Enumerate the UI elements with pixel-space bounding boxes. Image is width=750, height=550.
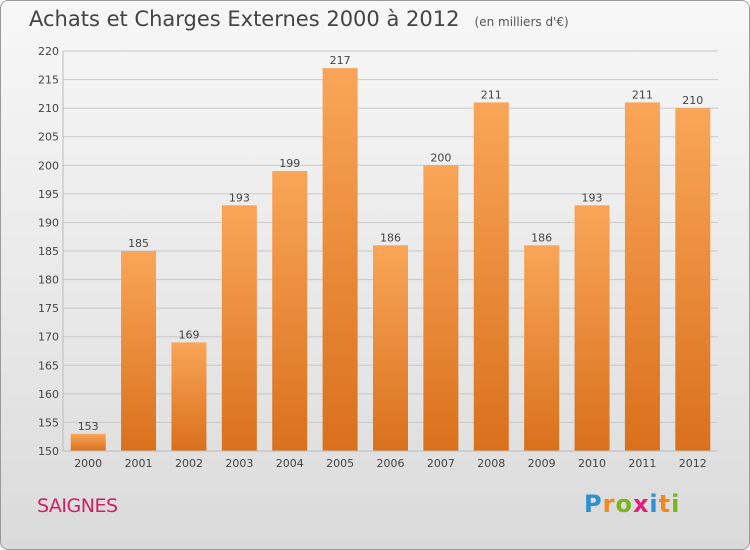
bar-2009 <box>524 245 560 451</box>
y-tick-label: 195 <box>38 188 59 201</box>
x-tick-label: 2006 <box>377 457 405 470</box>
x-tick-label: 2000 <box>74 457 102 470</box>
commune-name: SAIGNES <box>37 495 118 517</box>
x-tick-label: 2005 <box>326 457 354 470</box>
bar-2006 <box>373 245 408 451</box>
bar-value-label: 185 <box>128 237 149 250</box>
y-tick-label: 215 <box>38 74 59 87</box>
bar-value-label: 193 <box>229 191 250 204</box>
bar-2003 <box>221 205 257 451</box>
chart-subtitle: (en milliers d'€) <box>474 15 569 29</box>
logo-letter: i <box>671 490 681 518</box>
x-tick-label: 2008 <box>477 457 505 470</box>
bar-value-label: 200 <box>430 151 451 164</box>
logo-letter: P <box>584 490 603 518</box>
bar-2002 <box>171 342 207 451</box>
title-row: Achats et Charges Externes 2000 à 2012 (… <box>29 7 569 31</box>
bar-2010 <box>574 205 610 451</box>
bar-value-label: 217 <box>330 54 351 67</box>
y-tick-label: 160 <box>38 388 59 401</box>
x-tick-label: 2011 <box>628 457 656 470</box>
proxiti-logo: Proxiti <box>584 490 680 518</box>
bar-value-label: 211 <box>481 88 502 101</box>
logo-letter: x <box>632 490 650 518</box>
logo-letter: t <box>658 490 672 518</box>
y-tick-label: 190 <box>38 216 59 229</box>
bar-2011 <box>624 102 660 451</box>
y-tick-label: 220 <box>38 45 59 58</box>
x-tick-label: 2001 <box>125 457 153 470</box>
x-tick-label: 2012 <box>679 457 707 470</box>
y-tick-label: 205 <box>38 131 59 144</box>
bar-value-label: 186 <box>380 231 401 244</box>
x-tick-label: 2009 <box>528 457 556 470</box>
bar-2012 <box>675 108 711 452</box>
logo-letter: i <box>649 490 659 518</box>
x-axis: 2000 2001 2002 2003 2004 2005 2006 2007 2008 2009… <box>63 450 718 470</box>
y-tick-label: 165 <box>38 359 59 372</box>
bar-value-label: 153 <box>78 420 99 433</box>
chart-title: Achats et Charges Externes 2000 à 2012 <box>29 7 460 31</box>
y-tick-label: 170 <box>38 331 59 344</box>
logo-letter: o <box>615 490 633 518</box>
y-tick-label: 175 <box>38 302 59 315</box>
bar-value-label: 199 <box>279 157 300 170</box>
y-tick-label: 180 <box>38 274 59 287</box>
y-axis: 150 155 160 165 170 175 180 185 190 195 200 205 210 2… <box>38 45 59 458</box>
x-tick-label: 2010 <box>578 457 606 470</box>
bar-2004 <box>272 171 308 451</box>
bar-2008 <box>473 102 509 451</box>
y-tick-label: 200 <box>38 159 59 172</box>
x-tick-label: 2007 <box>427 457 455 470</box>
bar-2007 <box>423 165 459 452</box>
y-tick-label: 150 <box>38 445 59 458</box>
bars: 153 185 169 193 199 217 186 200 211 186 193 211 210 <box>70 54 711 452</box>
bar-value-label: 186 <box>531 231 552 244</box>
y-tick-label: 185 <box>38 245 59 258</box>
bar-value-label: 193 <box>582 191 603 204</box>
x-tick-label: 2003 <box>225 457 253 470</box>
bar-2001 <box>121 251 157 451</box>
bar-value-label: 210 <box>682 94 703 107</box>
x-tick-label: 2004 <box>276 457 304 470</box>
x-tick-label: 2002 <box>175 457 203 470</box>
bar-2005 <box>322 68 358 452</box>
y-tick-label: 210 <box>38 102 59 115</box>
bar-2000 <box>70 433 106 451</box>
bar-value-label: 211 <box>632 88 653 101</box>
logo-letter: r <box>602 490 616 518</box>
bar-value-label: 169 <box>178 328 199 341</box>
y-tick-label: 155 <box>38 416 59 429</box>
